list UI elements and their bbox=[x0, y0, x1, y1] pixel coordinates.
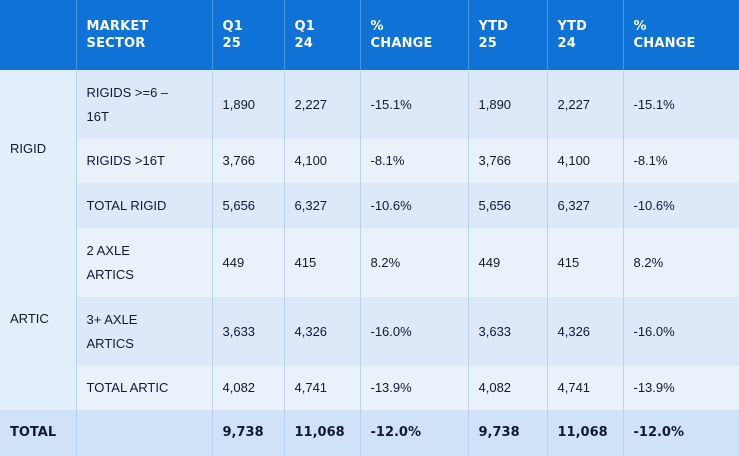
cell-q1-24: 4,326 bbox=[284, 297, 361, 366]
group-label-rigid: RIGID bbox=[0, 70, 77, 228]
table-row-total: TOTAL 9,738 11,068 -12.0% 9,738 11,068 -… bbox=[0, 410, 739, 456]
cell-pct-change-ytd: -8.1% bbox=[623, 139, 739, 183]
total-q1-24: 11,068 bbox=[284, 410, 361, 456]
cell-ytd-24: 4,326 bbox=[547, 297, 624, 366]
cell-q1-25: 5,656 bbox=[212, 183, 285, 228]
cell-ytd-25: 449 bbox=[468, 228, 548, 297]
row-label: RIGIDS >=6 – 16T bbox=[76, 70, 213, 139]
cell-q1-24: 2,227 bbox=[284, 70, 361, 139]
cell-ytd-25: 3,766 bbox=[468, 139, 548, 183]
cell-ytd-24: 2,227 bbox=[547, 70, 624, 139]
cell-pct-change-ytd: 8.2% bbox=[623, 228, 739, 297]
header-pct-change-quarter: % CHANGE bbox=[360, 0, 469, 70]
table-row-rigids-6-16t: RIGID RIGIDS >=6 – 16T 1,890 2,227 -15.1… bbox=[0, 70, 739, 228]
cell-pct-change-ytd: -13.9% bbox=[623, 366, 739, 410]
row-label: TOTAL RIGID bbox=[76, 183, 213, 228]
cell-q1-24: 6,327 bbox=[284, 183, 361, 228]
header-pct-change-ytd: % CHANGE bbox=[623, 0, 739, 70]
cell-pct-change-quarter: -16.0% bbox=[360, 297, 469, 366]
row-label: 3+ AXLE ARTICS bbox=[76, 297, 213, 366]
header-ytd-25: YTD 25 bbox=[468, 0, 548, 70]
total-q1-25: 9,738 bbox=[212, 410, 285, 456]
cell-ytd-25: 5,656 bbox=[468, 183, 548, 228]
group-label-artic: ARTIC bbox=[0, 228, 77, 410]
cell-ytd-25: 1,890 bbox=[468, 70, 548, 139]
total-pct-change-ytd: -12.0% bbox=[623, 410, 739, 456]
cell-ytd-25: 3,633 bbox=[468, 297, 548, 366]
cell-q1-25: 3,766 bbox=[212, 139, 285, 183]
header-q1-25: Q1 25 bbox=[212, 0, 285, 70]
cell-ytd-24: 4,741 bbox=[547, 366, 624, 410]
cell-pct-change-ytd: -10.6% bbox=[623, 183, 739, 228]
header-ytd-24: YTD 24 bbox=[547, 0, 624, 70]
cell-q1-24: 4,100 bbox=[284, 139, 361, 183]
cell-ytd-24: 415 bbox=[547, 228, 624, 297]
table-row-rigids-16t: RIGIDS >16T 3,766 4,100 -8.1% 3,766 4,10… bbox=[0, 139, 739, 183]
total-pct-change-quarter: -12.0% bbox=[360, 410, 469, 456]
cell-pct-change-quarter: -8.1% bbox=[360, 139, 469, 183]
header-market-sector: MARKET SECTOR bbox=[76, 0, 213, 70]
header-q1-24: Q1 24 bbox=[284, 0, 361, 70]
table-row-2-axle-artics: ARTIC 2 AXLE ARTICS 449 415 8.2% 449 415… bbox=[0, 228, 739, 410]
row-label: RIGIDS >16T bbox=[76, 139, 213, 183]
cell-q1-24: 4,741 bbox=[284, 366, 361, 410]
header-row: MARKET SECTOR Q1 25 Q1 24 % CHANGE YTD 2… bbox=[0, 0, 739, 70]
cell-q1-25: 449 bbox=[212, 228, 285, 297]
total-label: TOTAL bbox=[0, 410, 77, 456]
cell-ytd-24: 4,100 bbox=[547, 139, 624, 183]
table-row-total-rigid: TOTAL RIGID 5,656 6,327 -10.6% 5,656 6,3… bbox=[0, 183, 739, 228]
cell-ytd-25: 4,082 bbox=[468, 366, 548, 410]
total-blank bbox=[76, 410, 213, 456]
header-blank bbox=[0, 0, 77, 70]
row-label: 2 AXLE ARTICS bbox=[76, 228, 213, 297]
cell-q1-25: 1,890 bbox=[212, 70, 285, 139]
cell-pct-change-quarter: -13.9% bbox=[360, 366, 469, 410]
total-ytd-25: 9,738 bbox=[468, 410, 548, 456]
row-label: TOTAL ARTIC bbox=[76, 366, 213, 410]
cell-ytd-24: 6,327 bbox=[547, 183, 624, 228]
cell-pct-change-quarter: -10.6% bbox=[360, 183, 469, 228]
cell-pct-change-ytd: -16.0% bbox=[623, 297, 739, 366]
table-row-total-artic: TOTAL ARTIC 4,082 4,741 -13.9% 4,082 4,7… bbox=[0, 366, 739, 410]
cell-pct-change-quarter: -15.1% bbox=[360, 70, 469, 139]
total-ytd-24: 11,068 bbox=[547, 410, 624, 456]
cell-q1-24: 415 bbox=[284, 228, 361, 297]
cell-q1-25: 4,082 bbox=[212, 366, 285, 410]
table-row-3-axle-artics: 3+ AXLE ARTICS 3,633 4,326 -16.0% 3,633 … bbox=[0, 297, 739, 366]
cell-q1-25: 3,633 bbox=[212, 297, 285, 366]
cell-pct-change-ytd: -15.1% bbox=[623, 70, 739, 139]
cell-pct-change-quarter: 8.2% bbox=[360, 228, 469, 297]
